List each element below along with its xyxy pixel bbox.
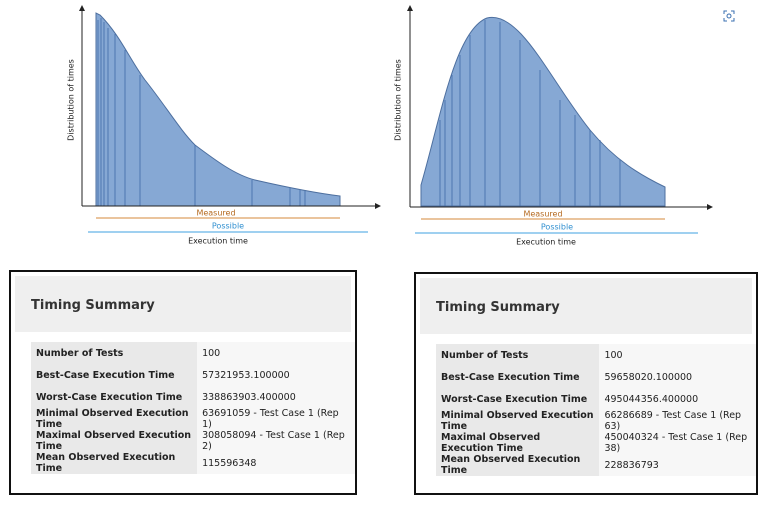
sample-lines xyxy=(97,18,306,206)
measured-label: Measured xyxy=(196,209,235,218)
table-row: Number of Tests 100 xyxy=(436,344,756,366)
row-label: Number of Tests xyxy=(436,344,600,366)
timing-panel: Timing Summary Number of Tests 100 Best-Ca… xyxy=(9,270,357,495)
table-row: Worst-Case Execution Time 338863903.40000… xyxy=(31,386,355,408)
row-value: 100 xyxy=(197,342,355,364)
y-axis-label: Distribution of times xyxy=(67,59,76,141)
row-value: 338863903.400000 xyxy=(197,386,355,408)
panel-title: Timing Summary xyxy=(31,298,155,313)
row-label: Mean Observed Execution Time xyxy=(436,454,600,476)
panel-header: Timing Summary xyxy=(420,278,752,334)
table-row: Mean Observed Execution Time 228836793 xyxy=(436,454,756,476)
row-value: 59658020.100000 xyxy=(599,366,756,388)
chart-right: Measured Possible Execution time Distrib… xyxy=(394,5,713,247)
x-axis-label: Execution time xyxy=(188,237,248,246)
row-label: Minimal Observed Execution Time xyxy=(31,408,198,430)
panel-header: Timing Summary xyxy=(15,276,351,332)
x-axis-label: Execution time xyxy=(516,238,576,247)
row-label: Maximal Observed Execution Time xyxy=(31,430,198,452)
row-value: 308058094 - Test Case 1 (Rep 2) xyxy=(197,430,355,452)
timing-panel: Timing Summary Number of Tests 100 Best-Ca… xyxy=(414,272,758,495)
row-label: Maximal Observed Execution Time xyxy=(436,432,600,454)
row-value: 63691059 - Test Case 1 (Rep 1) xyxy=(197,408,355,430)
row-value: 100 xyxy=(599,344,756,366)
row-value: 115596348 xyxy=(197,452,355,474)
row-label: Worst-Case Execution Time xyxy=(436,388,600,410)
timing-table: Number of Tests 100 Best-Case Execution Ti… xyxy=(31,342,355,474)
timing-table: Number of Tests 100 Best-Case Execution Ti… xyxy=(436,344,756,476)
measured-label: Measured xyxy=(523,210,562,219)
table-row: Number of Tests 100 xyxy=(31,342,355,364)
row-value: 66286689 - Test Case 1 (Rep 63) xyxy=(599,410,756,432)
row-value: 495044356.400000 xyxy=(599,388,756,410)
row-value: 57321953.100000 xyxy=(197,364,355,386)
y-axis-label: Distribution of times xyxy=(394,59,403,141)
distribution-area xyxy=(95,12,341,207)
row-label: Best-Case Execution Time xyxy=(436,366,600,388)
table-row: Maximal Observed Execution Time 450040324… xyxy=(436,432,756,454)
row-value: 228836793 xyxy=(599,454,756,476)
table-row: Minimal Observed Execution Time 66286689 … xyxy=(436,410,756,432)
table-row: Best-Case Execution Time 59658020.100000 xyxy=(436,366,756,388)
row-label: Mean Observed Execution Time xyxy=(31,452,198,474)
table-row: Mean Observed Execution Time 115596348 xyxy=(31,452,355,474)
expand-icon[interactable] xyxy=(723,10,735,22)
table-row: Maximal Observed Execution Time 308058094… xyxy=(31,430,355,452)
possible-label: Possible xyxy=(541,223,573,232)
charts: Measured Possible Execution time Distrib… xyxy=(67,5,735,247)
panel-title: Timing Summary xyxy=(436,300,560,315)
table-row: Minimal Observed Execution Time 63691059 … xyxy=(31,408,355,430)
chart-left: Measured Possible Execution time Distrib… xyxy=(67,5,381,246)
row-value: 450040324 - Test Case 1 (Rep 38) xyxy=(599,432,756,454)
table-row: Worst-Case Execution Time 495044356.40000… xyxy=(436,388,756,410)
row-label: Best-Case Execution Time xyxy=(31,364,198,386)
sample-lines xyxy=(439,20,621,206)
row-label: Worst-Case Execution Time xyxy=(31,386,198,408)
distribution-area xyxy=(420,16,666,207)
row-label: Number of Tests xyxy=(31,342,198,364)
row-label: Minimal Observed Execution Time xyxy=(436,410,600,432)
table-row: Best-Case Execution Time 57321953.100000 xyxy=(31,364,355,386)
possible-label: Possible xyxy=(212,222,244,231)
